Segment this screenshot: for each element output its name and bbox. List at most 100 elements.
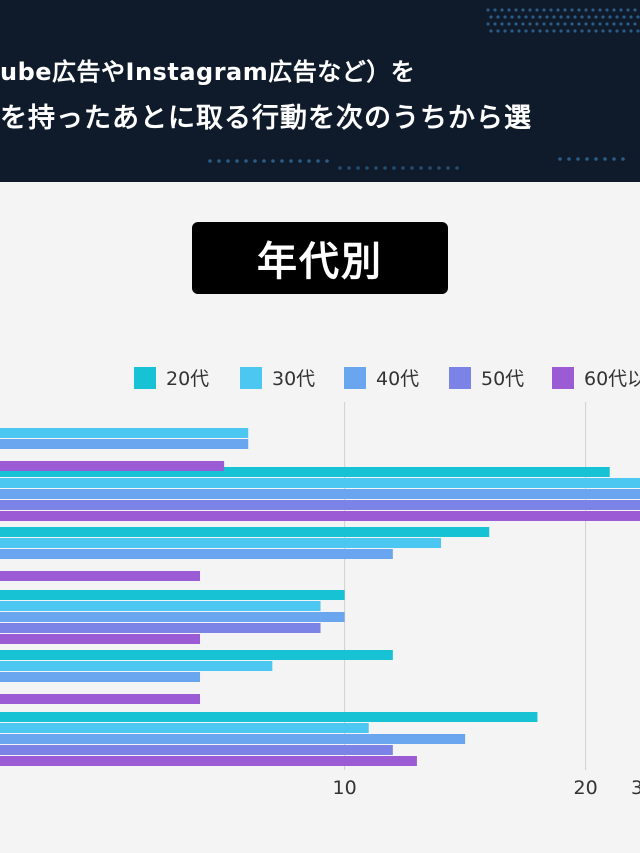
decorative-dot xyxy=(401,166,405,170)
decorative-dot xyxy=(629,15,633,19)
decorative-dot xyxy=(428,166,432,170)
decorative-dot xyxy=(598,8,602,12)
bar-50代-2 xyxy=(0,500,640,510)
decorative-dot xyxy=(608,29,612,33)
decorative-dot xyxy=(594,157,598,161)
legend-swatch-3 xyxy=(344,367,366,389)
decorative-dot xyxy=(517,15,521,19)
decorative-dot xyxy=(235,159,239,163)
legend-swatch-2 xyxy=(240,367,262,389)
decorative-dot xyxy=(577,22,581,26)
segment-badge: 年代別 xyxy=(192,222,448,294)
decorative-dot xyxy=(392,166,396,170)
decorative-dot xyxy=(507,8,511,12)
decorative-dot xyxy=(486,8,490,12)
x-tick-label-1: 10 xyxy=(333,777,357,799)
decorative-dot xyxy=(500,8,504,12)
question-line-2: を持ったあとに取る行動を次のうちから選 xyxy=(0,103,532,134)
decorative-dot xyxy=(622,29,626,33)
decorative-dot xyxy=(549,22,553,26)
legend-label-1: 20代 xyxy=(166,368,209,390)
bar-60代以-3 xyxy=(0,571,201,581)
decorative-dot xyxy=(289,159,293,163)
decorative-dot xyxy=(612,157,616,161)
decorative-dot xyxy=(619,22,623,26)
bar-60代以-2 xyxy=(0,511,640,521)
bar-40代-4 xyxy=(0,612,345,622)
question-line-1: ube広告やInstagram広告など）を xyxy=(0,58,416,86)
decorative-dot xyxy=(455,166,459,170)
decorative-dot xyxy=(591,8,595,12)
decorative-dot xyxy=(577,8,581,12)
decorative-dot xyxy=(580,15,584,19)
decorative-dot xyxy=(594,29,598,33)
decorative-dot xyxy=(419,166,423,170)
decorative-dot xyxy=(503,15,507,19)
decorative-dot xyxy=(556,22,560,26)
decorative-dot xyxy=(521,22,525,26)
legend-label-4: 50代 xyxy=(481,368,524,390)
decorative-dot xyxy=(514,22,518,26)
decorative-dot xyxy=(603,157,607,161)
decorative-dot xyxy=(510,15,514,19)
decorative-dot xyxy=(566,29,570,33)
decorative-dot xyxy=(280,159,284,163)
decorative-dot xyxy=(538,15,542,19)
decorative-dot xyxy=(563,22,567,26)
decorative-dot xyxy=(493,8,497,12)
decorative-dot xyxy=(244,159,248,163)
decorative-dot xyxy=(573,29,577,33)
legend-swatch-5 xyxy=(552,367,574,389)
bar-20代-3 xyxy=(0,527,490,537)
decorative-dot xyxy=(524,15,528,19)
bar-30代-4 xyxy=(0,601,321,611)
decorative-dot xyxy=(556,8,560,12)
legend-label-2: 30代 xyxy=(272,368,315,390)
decorative-dot xyxy=(585,157,589,161)
bar-20代-4 xyxy=(0,590,345,600)
decorative-dot xyxy=(253,159,257,163)
decorative-dot xyxy=(531,15,535,19)
decorative-dot xyxy=(496,15,500,19)
decorative-dot xyxy=(514,8,518,12)
decorative-dot xyxy=(338,166,342,170)
decorative-dot xyxy=(598,22,602,26)
legend-swatch-4 xyxy=(449,367,471,389)
decorative-dot xyxy=(587,29,591,33)
decorative-dot xyxy=(587,15,591,19)
decorative-dot xyxy=(580,29,584,33)
decorative-dot xyxy=(584,8,588,12)
decorative-dot xyxy=(636,15,640,19)
decorative-dot xyxy=(626,22,630,26)
bar-50代-4 xyxy=(0,623,321,633)
decorative-dot xyxy=(503,29,507,33)
decorative-dot xyxy=(545,15,549,19)
decorative-dot xyxy=(500,22,504,26)
decorative-dot xyxy=(584,22,588,26)
question-header: ube広告やInstagram広告など）を を持ったあとに取る行動を次のうちから… xyxy=(0,0,640,182)
bar-60代以-6 xyxy=(0,756,417,766)
bar-20代-2 xyxy=(0,467,610,477)
decorative-dot xyxy=(601,15,605,19)
decorative-dot xyxy=(612,8,616,12)
bar-30代-2 xyxy=(0,478,640,488)
x-tick-label-2: 20 xyxy=(574,777,598,799)
bar-30代-5 xyxy=(0,661,273,671)
decorative-dot xyxy=(552,15,556,19)
decorative-dot xyxy=(605,22,609,26)
decorative-dot xyxy=(626,8,630,12)
decorative-dot xyxy=(573,15,577,19)
decorative-dot xyxy=(535,8,539,12)
bar-20代-6 xyxy=(0,712,538,722)
decorative-dot xyxy=(629,29,633,33)
bar-60代以-1 xyxy=(0,461,225,471)
bar-30代-3 xyxy=(0,538,442,548)
decorative-dot xyxy=(262,159,266,163)
decorative-dot xyxy=(374,166,378,170)
bar-60代以-5 xyxy=(0,694,201,704)
decorative-dot xyxy=(298,159,302,163)
decorative-dot xyxy=(567,157,571,161)
decorative-dot xyxy=(563,8,567,12)
bar-30代-1 xyxy=(0,428,249,438)
decorative-dot xyxy=(208,159,212,163)
